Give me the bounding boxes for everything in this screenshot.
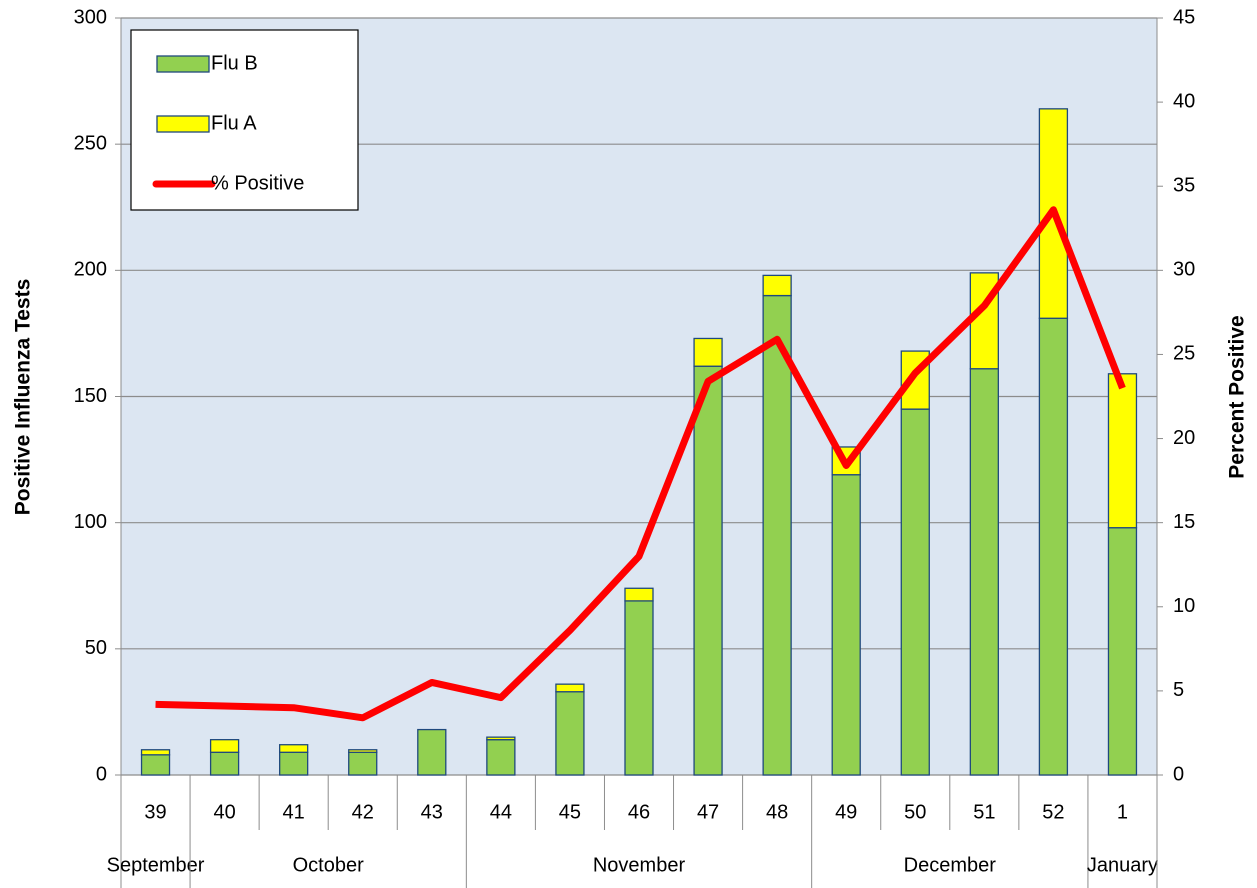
bar-segment [486,739,516,776]
y2-tick-label: 40 [1173,90,1195,112]
bar-segment [1107,373,1138,529]
y-tick-label: 0 [96,763,107,785]
y2-tick-label: 0 [1173,763,1184,785]
bar-segment [140,749,171,756]
x-tick-label: 43 [421,801,443,823]
bar-segment [209,739,240,753]
y2-tick-label: 15 [1173,511,1195,533]
bar-segment [624,587,654,602]
legend-label: % Positive [211,172,304,194]
bar-segment [762,274,792,297]
y2-axis-title: Percent Positive [1226,315,1249,478]
x-tick-label: 48 [766,801,788,823]
bar-segment [209,751,240,776]
x-tick-label: 40 [213,801,235,823]
y2-tick-label: 20 [1173,427,1195,449]
bar-segment [762,294,792,776]
legend-swatch [156,55,210,73]
bar-segment [831,474,861,776]
x-tick-label: 44 [490,801,512,823]
y-tick-label: 200 [74,259,107,281]
x-tick-label: 39 [144,801,166,823]
legend-label: Flu A [211,112,257,134]
legend-label: Flu B [211,52,258,74]
line-series [155,206,1126,722]
month-label: October [293,854,364,876]
y2-tick-label: 10 [1173,595,1195,617]
y-tick-label: 250 [74,132,107,154]
x-tick-label: 41 [283,801,305,823]
x-tick-label: 50 [904,801,926,823]
bar-segment [969,368,999,776]
x-tick-label: 51 [973,801,995,823]
bar-segment [555,683,585,693]
bar-segment [348,751,378,776]
month-label: January [1087,854,1158,876]
legend-swatch [156,115,210,133]
y-tick-label: 150 [74,385,107,407]
x-tick-label: 49 [835,801,857,823]
y2-tick-label: 35 [1173,175,1195,197]
bar-segment [693,365,723,776]
bar-segment [900,408,930,776]
y-tick-label: 100 [74,511,107,533]
bar-segment [555,691,585,776]
x-tick-label: 45 [559,801,581,823]
y2-tick-label: 25 [1173,343,1195,365]
bar-segment [624,600,654,776]
y2-tick-label: 30 [1173,259,1195,281]
x-tick-label: 1 [1117,801,1128,823]
x-tick-label: 47 [697,801,719,823]
bar-segment [486,736,516,741]
month-label: September [107,854,205,876]
x-tick-label: 52 [1042,801,1064,823]
y-tick-label: 50 [85,637,107,659]
bar-segment [140,754,171,776]
y-tick-label: 300 [74,6,107,28]
bar-segment [1038,317,1069,776]
bar-segment [417,728,447,776]
bar-segment [693,337,723,367]
x-tick-label: 46 [628,801,650,823]
bar-segment [348,749,378,753]
month-label: December [904,854,997,876]
y2-tick-label: 5 [1173,679,1184,701]
bar-segment [1107,527,1138,776]
month-label: November [593,854,686,876]
x-tick-label: 42 [352,801,374,823]
bar-segment [279,751,309,776]
y-axis-title: Positive Influenza Tests [12,279,35,516]
bar-segment [279,744,309,753]
y2-tick-label: 45 [1173,6,1195,28]
